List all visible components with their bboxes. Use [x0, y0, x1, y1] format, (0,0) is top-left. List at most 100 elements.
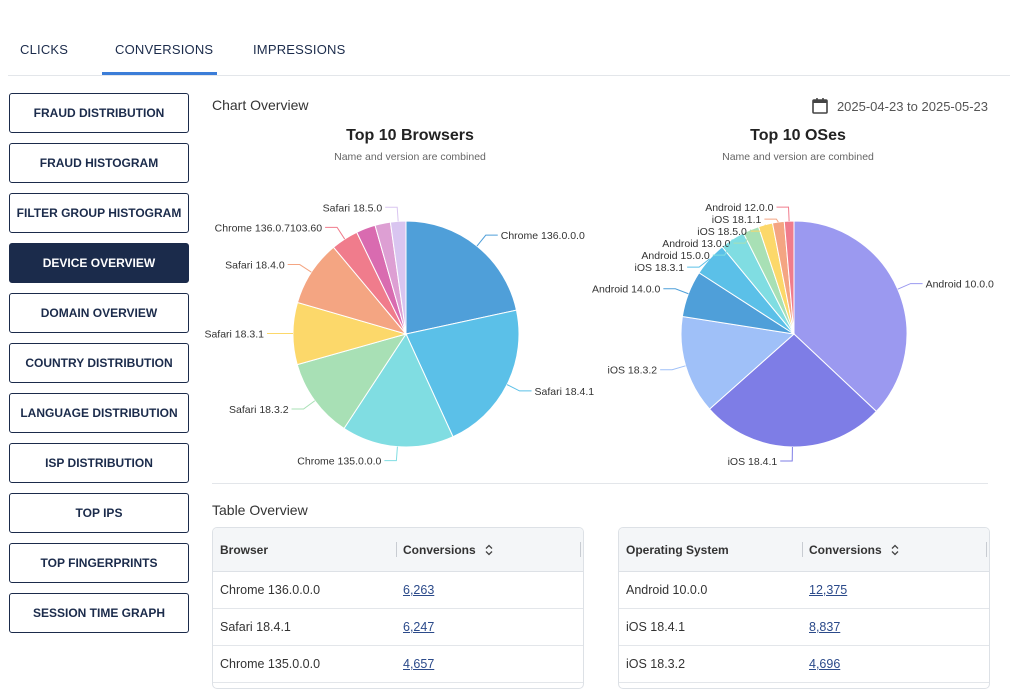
table-cell: Safari 18.4.1 — [220, 609, 291, 645]
column-header[interactable]: Conversions — [809, 528, 900, 571]
slice-label: iOS 18.5.0 — [697, 226, 747, 238]
slice-label: Android 12.0.0 — [705, 202, 773, 214]
tab[interactable]: CLICKS — [20, 42, 68, 57]
leader-line — [507, 385, 532, 391]
leader-line — [663, 289, 688, 294]
section-title: Table Overview — [212, 502, 308, 518]
table-cell: 8,837 — [809, 609, 840, 645]
column-title: Operating System — [626, 543, 729, 557]
slice-label: Android 13.0.0 — [662, 238, 730, 250]
table-cell: iOS 18.4.1 — [626, 609, 685, 645]
leader-line — [384, 447, 397, 461]
column-separator — [580, 542, 581, 557]
sidebar-button[interactable]: FILTER GROUP HISTOGRAM — [9, 193, 189, 233]
column-header: Browser — [220, 528, 268, 571]
leader-line — [292, 401, 315, 409]
chart-subtitle: Name and version are combined — [334, 151, 486, 163]
active-tab-indicator — [102, 72, 217, 75]
sidebar-button[interactable]: LANGUAGE DISTRIBUTION — [9, 393, 189, 433]
divider — [212, 483, 988, 484]
table-cell: 12,375 — [809, 572, 847, 608]
chart-title: Top 10 OSes — [750, 127, 846, 144]
column-header: Operating System — [626, 528, 729, 571]
column-separator — [986, 542, 987, 557]
sidebar-button[interactable]: COUNTRY DISTRIBUTION — [9, 343, 189, 383]
charts: Top 10 Browsers Name and version are comb… — [200, 90, 1010, 480]
leader-line — [898, 284, 923, 290]
leader-line — [777, 207, 790, 221]
sidebar-button[interactable]: DEVICE OVERVIEW — [9, 243, 189, 283]
sidebar-button[interactable]: TOP IPS — [9, 493, 189, 533]
leader-line — [660, 366, 685, 370]
slice-label: Safari 18.4.1 — [535, 386, 595, 398]
table-header: Operating System Conversions — [619, 528, 989, 572]
value-link[interactable]: 8,837 — [809, 620, 840, 634]
slice-label: Safari 18.3.2 — [229, 404, 289, 416]
table-cell: Chrome 135.0.0.0 — [220, 646, 320, 682]
tab[interactable]: IMPRESSIONS — [253, 42, 346, 57]
sort-icon — [890, 544, 900, 556]
sidebar-button[interactable]: TOP FINGERPRINTS — [9, 543, 189, 583]
table-cell: 6,247 — [403, 609, 434, 645]
slice-label: Safari 18.4.0 — [225, 260, 285, 272]
table-cell: iOS 18.3.2 — [626, 646, 685, 682]
column-title: Browser — [220, 543, 268, 557]
cell-text: Chrome 135.0.0.0 — [220, 657, 320, 671]
value-link[interactable]: 6,247 — [403, 620, 434, 634]
chart-title: Top 10 Browsers — [346, 127, 474, 144]
sidebar-button[interactable]: DOMAIN OVERVIEW — [9, 293, 189, 333]
slice-label: Chrome 136.0.0.0 — [501, 230, 585, 242]
leader-line — [780, 447, 792, 461]
slice-label: Android 10.0.0 — [926, 279, 994, 291]
table-row: iOS 18.3.2 4,696 — [619, 646, 989, 683]
table-cell: Android 10.0.0 — [626, 572, 707, 608]
value-link[interactable]: 6,263 — [403, 583, 434, 597]
tab[interactable]: CONVERSIONS — [115, 42, 213, 57]
table-row: Chrome 136.0.0.0 6,263 — [213, 572, 583, 609]
leader-line — [288, 265, 312, 273]
sidebar-button[interactable]: ISP DISTRIBUTION — [9, 443, 189, 483]
column-header[interactable]: Conversions — [403, 528, 494, 571]
slice-label: iOS 18.4.1 — [728, 456, 778, 468]
sidebar-button[interactable]: FRAUD HISTOGRAM — [9, 143, 189, 183]
leader-line — [764, 219, 778, 222]
column-title: Conversions — [809, 543, 882, 557]
cell-text: Chrome 136.0.0.0 — [220, 583, 320, 597]
sort-icon — [484, 544, 494, 556]
cell-text: Safari 18.4.1 — [220, 620, 291, 634]
cell-text: iOS 18.4.1 — [626, 620, 685, 634]
column-separator — [396, 542, 397, 557]
slice-label: iOS 18.3.2 — [608, 365, 658, 377]
sidebar-button[interactable]: SESSION TIME GRAPH — [9, 593, 189, 633]
leader-line — [385, 207, 398, 221]
value-link[interactable]: 12,375 — [809, 583, 847, 597]
value-link[interactable]: 4,696 — [809, 657, 840, 671]
slice-label: iOS 18.3.1 — [634, 262, 684, 274]
table-row: Chrome 135.0.0.0 4,657 — [213, 646, 583, 683]
table-row: Android 10.0.0 12,375 — [619, 572, 989, 609]
column-separator — [802, 542, 803, 557]
slice-label: Android 14.0.0 — [592, 284, 660, 296]
sidebar-button[interactable]: FRAUD DISTRIBUTION — [9, 93, 189, 133]
slice-label: Android 15.0.0 — [641, 250, 709, 262]
table-cell: Chrome 136.0.0.0 — [220, 572, 320, 608]
column-title: Conversions — [403, 543, 476, 557]
cell-text: iOS 18.3.2 — [626, 657, 685, 671]
table-cell: 6,263 — [403, 572, 434, 608]
table-cell: 4,657 — [403, 646, 434, 682]
slice-label: Chrome 136.0.7103.60 — [215, 222, 323, 234]
table-row: Safari 18.4.1 6,247 — [213, 609, 583, 646]
slice-label: Safari 18.3.1 — [204, 328, 264, 340]
leader-line — [325, 227, 345, 239]
slice-label: iOS 18.1.1 — [712, 214, 762, 226]
page: {"tabs": ["CLICKS", "CONVERSIONS", "IMPR… — [0, 0, 1024, 660]
table-cell: 4,696 — [809, 646, 840, 682]
leader-line — [477, 235, 498, 246]
slice-label: Chrome 135.0.0.0 — [297, 456, 381, 468]
value-link[interactable]: 4,657 — [403, 657, 434, 671]
cell-text: Android 10.0.0 — [626, 583, 707, 597]
table: Browser Conversions Chrome 136.0.0.0 6,263 S… — [212, 527, 584, 689]
tab-divider — [8, 75, 1010, 76]
table: Operating System Conversions Android 10.0.… — [618, 527, 990, 689]
chart-subtitle: Name and version are combined — [722, 151, 874, 163]
